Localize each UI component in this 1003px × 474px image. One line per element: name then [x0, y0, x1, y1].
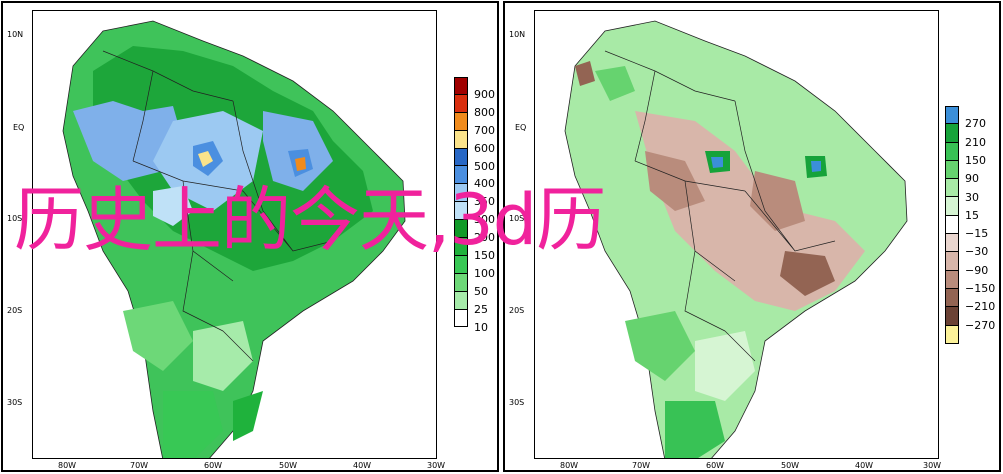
lon-label-80w: 80W	[58, 461, 77, 470]
colorbar-swatch	[454, 112, 468, 131]
colorbar-swatch	[945, 252, 959, 271]
lat-label-20s: 20S	[7, 306, 23, 315]
colorbar-label: 150	[965, 153, 986, 167]
colorbar-swatch	[945, 179, 959, 198]
colorbar-swatch	[454, 94, 468, 113]
colorbar-swatch	[454, 130, 468, 149]
colorbar-label: 300	[474, 213, 495, 227]
anomaly-map-right	[534, 10, 939, 459]
colorbar-swatch	[945, 307, 959, 326]
colorbar-swatch	[945, 288, 959, 308]
colorbar-swatch	[945, 215, 959, 235]
lat-label-20s: 20S	[509, 306, 525, 315]
map-panel-left: 10N EQ 10S 20S 30S 80W 70W 60W 50W 40W	[1, 1, 499, 472]
colorbar-label: 10	[474, 320, 488, 334]
colorbar-swatch	[454, 202, 468, 221]
lon-label-40w: 40W	[855, 461, 874, 470]
colorbar-label: 350	[474, 195, 495, 209]
lon-label-30w: 30W	[923, 461, 942, 470]
colorbar-label: 90	[965, 172, 979, 186]
colorbar-label: −150	[965, 282, 996, 295]
overlay-title: 历史上的今天,3d历	[14, 179, 606, 261]
colorbar-label: −15	[965, 227, 989, 241]
lon-label-30w: 30W	[427, 461, 446, 470]
colorbar-label: 800	[474, 105, 495, 119]
colorbar-swatch	[454, 255, 468, 274]
lat-label-30s: 30S	[7, 398, 23, 407]
lon-label-60w: 60W	[706, 461, 725, 470]
colorbar-label: 400	[474, 177, 495, 191]
colorbar-label: 900	[474, 87, 495, 101]
colorbar-swatch	[945, 106, 959, 125]
lat-label-10n: 10N	[7, 30, 24, 39]
colorbar-label: 700	[474, 123, 495, 137]
lat-label-10n: 10N	[509, 30, 526, 39]
colorbar-swatch	[454, 309, 468, 328]
colorbar-swatch	[945, 142, 959, 161]
colorbar-swatch	[945, 325, 959, 344]
precip-map-left	[32, 10, 437, 459]
colorbar-label: 50	[474, 284, 488, 298]
lat-label-10s: 10S	[7, 214, 23, 223]
colorbar-swatch	[454, 148, 468, 167]
lon-label-50w: 50W	[781, 461, 800, 470]
colorbar-label: 500	[474, 159, 495, 173]
colorbar-label: −270	[965, 318, 996, 332]
colorbar-label: 30	[965, 190, 979, 204]
lon-label-80w: 80W	[560, 461, 579, 470]
colorbar-swatch	[454, 273, 468, 292]
colorbar-label: 100	[474, 266, 495, 280]
map-panel-right: 10N EQ 10S 20S 30S 80W 70W 60W 50W 40W 3…	[503, 1, 1001, 472]
lon-label-40w: 40W	[353, 461, 372, 470]
lon-label-70w: 70W	[130, 461, 149, 470]
colorbar-swatch	[945, 124, 959, 143]
colorbar-label: −210	[965, 300, 996, 314]
colorbar-swatch	[454, 77, 468, 95]
lon-label-50w: 50W	[279, 461, 298, 470]
lat-label-30s: 30S	[509, 398, 525, 407]
colorbar-swatch	[454, 238, 468, 256]
colorbar-swatch	[945, 160, 959, 180]
colorbar-label: 270	[965, 117, 986, 131]
colorbar-label: 200	[474, 231, 495, 245]
lon-label-60w: 60W	[204, 461, 223, 470]
colorbar-label: −90	[965, 263, 989, 277]
colorbar-label: 25	[474, 302, 488, 316]
lat-label-10s: 10S	[509, 214, 525, 223]
colorbar-swatch	[454, 220, 468, 239]
colorbar-label: 15	[965, 208, 979, 222]
colorbar-label: 150	[474, 249, 495, 262]
colorbar-label: −30	[965, 245, 989, 259]
colorbar-swatch	[454, 184, 468, 203]
colorbar-right: 270 210 150 90 30 15 −15 −30 −90 −150 −210 −270	[945, 106, 995, 344]
colorbar-swatch	[945, 234, 959, 253]
lat-label-eq: EQ	[13, 123, 25, 132]
colorbar-label: 600	[474, 141, 495, 155]
colorbar-label: 210	[965, 135, 986, 149]
colorbar-left: 900 800 700 600 500 400 350 300 200 150 100 50 25 10	[454, 77, 495, 334]
colorbar-swatch	[454, 291, 468, 310]
colorbar-swatch	[945, 197, 959, 216]
lat-label-eq: EQ	[515, 123, 527, 132]
lon-label-70w: 70W	[632, 461, 651, 470]
colorbar-swatch	[945, 270, 959, 289]
colorbar-swatch	[454, 166, 468, 185]
